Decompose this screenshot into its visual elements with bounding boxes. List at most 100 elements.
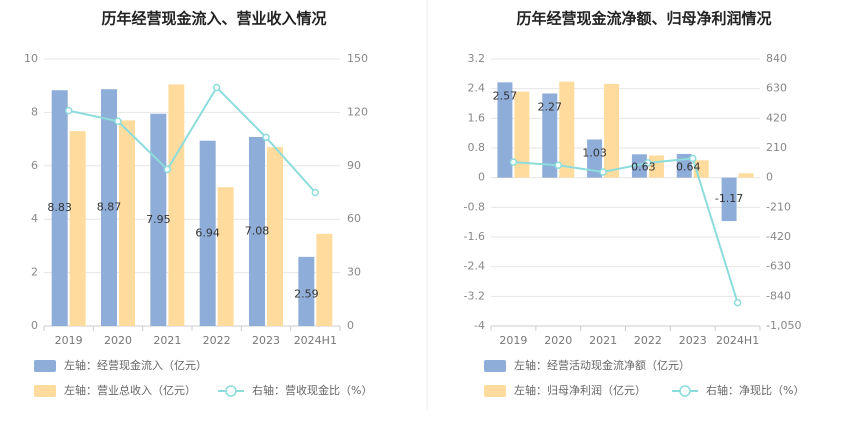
bar-primary: [101, 89, 117, 327]
bar-secondary: [168, 84, 185, 327]
x-axis-tick-label: 2024H1: [716, 334, 759, 347]
bar-data-label: 8.83: [47, 201, 72, 214]
bar-primary: [249, 136, 265, 326]
right-axis-tick: -840: [766, 289, 791, 302]
left-axis-tick: 0: [478, 171, 485, 184]
line-series: [513, 157, 739, 303]
bar-secondary: [316, 233, 333, 326]
left-axis-tick: 4: [31, 212, 38, 225]
bar-data-label: 2.59: [294, 287, 319, 300]
x-axis-tick-label: 2021: [589, 334, 617, 347]
bar-secondary: [217, 187, 234, 326]
bar-secondary: [559, 81, 575, 178]
right-axis-tick: 60: [347, 212, 361, 225]
bar-data-label: 7.08: [245, 224, 270, 237]
line-point: [64, 106, 73, 115]
bar-data-label: 0.64: [676, 161, 701, 174]
legend-swatch-line-marker: [679, 385, 691, 397]
line-point: [262, 133, 270, 142]
x-axis-tick-label: 2023: [252, 334, 280, 347]
line-point: [644, 159, 652, 167]
line-point: [114, 117, 122, 126]
right-axis-tick: 30: [347, 266, 361, 279]
left-axis-tick: 0.8: [468, 141, 486, 154]
right-axis-tick: 120: [347, 105, 368, 118]
line-point: [212, 83, 221, 92]
bar-data-label: 0.63: [631, 161, 656, 174]
chart-title: 历年经营现金流入、营业收入情况: [101, 10, 326, 28]
x-axis-tick-label: 2020: [104, 334, 132, 347]
line-point: [509, 158, 518, 166]
bar-primary: [150, 113, 167, 326]
right-axis-tick: 150: [347, 52, 368, 65]
legend-label-line: 右轴：营收现金比（%）: [252, 383, 372, 397]
x-axis-tick-label: 2020: [544, 334, 572, 347]
bar-secondary: [604, 83, 620, 178]
left-axis-tick: -4: [474, 319, 485, 332]
legend-label-primary: 左轴：经营活动现金流净额（亿元）: [514, 358, 690, 372]
left-axis-tick: 8: [31, 105, 38, 118]
x-axis-tick-label: 2022: [634, 334, 662, 347]
right-axis-tick: 0: [347, 319, 354, 332]
legend-swatch-secondary: [484, 385, 506, 397]
bar-data-label: 8.87: [97, 201, 122, 214]
bar-secondary: [738, 173, 754, 178]
bar-secondary: [119, 120, 135, 326]
chart-1: 历年经营现金流入、营业收入情况 0 2 4 6 8 10 0 30 60 90 120 150 2019 2…: [24, 10, 372, 397]
bar-primary: [497, 82, 513, 178]
x-axis-tick-label: 2023: [679, 334, 707, 347]
line-point: [599, 168, 607, 176]
bar-primary: [51, 90, 68, 326]
x-axis-tick-label: 2021: [153, 334, 181, 347]
chart-title: 历年经营现金流净额、归母净利润情况: [516, 10, 771, 28]
bar-data-label: 1.03: [582, 146, 607, 159]
right-axis-tick: 90: [347, 159, 361, 172]
right-axis-tick: -420: [766, 230, 791, 243]
bar-primary: [298, 256, 315, 326]
bar-primary: [721, 177, 737, 222]
chart-2: 历年经营现金流净额、归母净利润情况 -4 -3.2 -2.4 -1.6 -0.8 0 0.8 1…: [464, 10, 804, 397]
legend-swatch-primary: [484, 360, 506, 372]
right-axis-tick: 420: [766, 111, 787, 124]
x-axis-tick-label: 2019: [499, 334, 527, 347]
right-axis-tick: -210: [766, 200, 791, 213]
bar-primary: [587, 139, 603, 178]
bar-data-label: 2.57: [493, 89, 518, 102]
right-axis-tick: 840: [766, 52, 787, 65]
x-axis-tick-label: 2022: [203, 334, 231, 347]
line-point: [163, 165, 172, 174]
left-axis-tick: 1.6: [468, 111, 486, 124]
left-axis-tick: 10: [24, 52, 38, 65]
bar-data-label: 6.94: [195, 226, 220, 239]
line-series: [68, 85, 317, 194]
bar-data-label: -1.17: [715, 192, 743, 205]
bar-primary: [542, 93, 558, 178]
legend: 左轴：经营活动现金流净额（亿元） 左轴：归母净利润（亿元） 右轴：净现比（%）: [484, 358, 804, 397]
left-axis-tick: -0.8: [464, 200, 485, 213]
right-axis-tick: -1,050: [766, 319, 801, 332]
left-axis-tick: -3.2: [464, 289, 485, 302]
bar-data-label: 7.95: [146, 213, 171, 226]
left-axis-tick: 6: [31, 159, 38, 172]
line-point: [689, 154, 697, 163]
left-axis-tick: 2.4: [468, 82, 486, 95]
bar-secondary: [514, 91, 530, 178]
left-axis-tick: 0: [31, 319, 38, 332]
legend-swatch-line-marker: [225, 385, 237, 397]
left-axis-tick: -1.6: [464, 230, 485, 243]
legend-label-primary: 左轴：经营现金流入（亿元）: [64, 358, 207, 372]
left-axis-tick: 3.2: [468, 52, 486, 65]
bar-secondary: [267, 147, 283, 326]
line-point: [733, 298, 742, 307]
legend-swatch-secondary: [34, 385, 56, 397]
legend-label-secondary: 左轴：归母净利润（亿元）: [514, 383, 646, 397]
bar-primary: [631, 154, 647, 178]
right-axis-tick: 630: [766, 82, 787, 95]
legend: 左轴：经营现金流入（亿元） 左轴：营业总收入（亿元） 右轴：营收现金比（%）: [34, 358, 372, 397]
left-axis-tick: -2.4: [464, 260, 485, 273]
bar-data-label: 2.27: [538, 100, 563, 113]
right-axis-tick: 0: [766, 171, 773, 184]
right-axis-tick: 210: [766, 141, 787, 154]
